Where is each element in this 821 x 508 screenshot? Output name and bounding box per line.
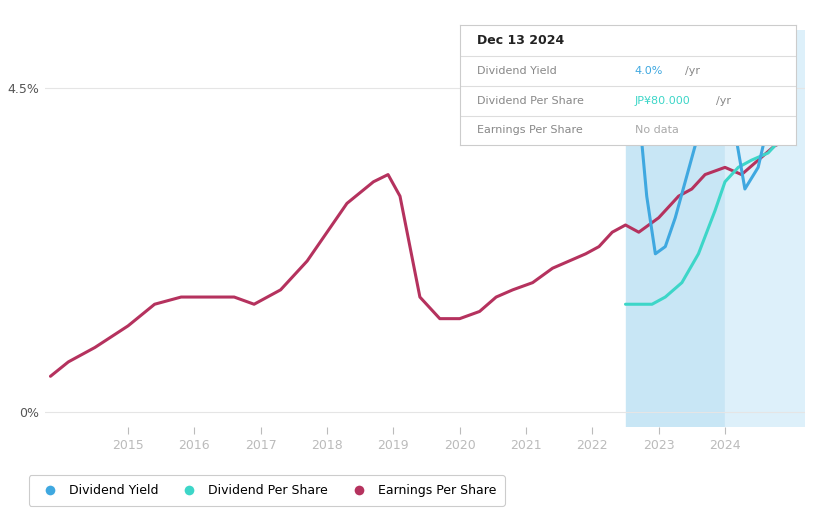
Bar — [725, 30, 805, 427]
Text: Dividend Per Share: Dividend Per Share — [477, 96, 584, 106]
Bar — [626, 30, 725, 427]
Text: 4.0%: 4.0% — [635, 67, 663, 76]
Legend: Dividend Yield, Dividend Per Share, Earnings Per Share: Dividend Yield, Dividend Per Share, Earn… — [29, 475, 505, 505]
Text: Past: Past — [759, 79, 784, 92]
Text: /yr: /yr — [716, 96, 731, 106]
Text: JP¥80.000: JP¥80.000 — [635, 96, 690, 106]
Text: Dividend Yield: Dividend Yield — [477, 67, 557, 76]
Text: Earnings Per Share: Earnings Per Share — [477, 125, 582, 136]
Text: /yr: /yr — [686, 67, 700, 76]
Text: Dec 13 2024: Dec 13 2024 — [477, 35, 564, 47]
Text: No data: No data — [635, 125, 679, 136]
